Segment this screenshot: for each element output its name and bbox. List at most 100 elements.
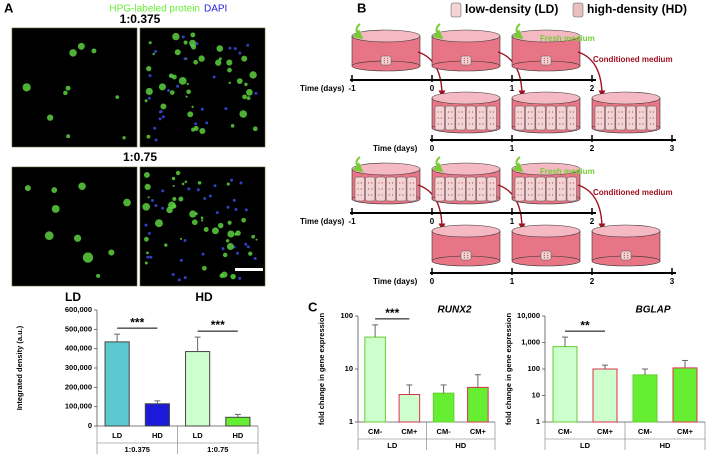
- dot: [538, 117, 540, 119]
- dot: [520, 194, 522, 196]
- cell-icon: [540, 55, 552, 66]
- dot: [569, 188, 571, 190]
- dot: [357, 194, 359, 196]
- dot: [437, 111, 439, 113]
- cell: [145, 87, 153, 95]
- y-axis-label: fold change in gene expression: [504, 313, 513, 426]
- cell: [51, 187, 58, 193]
- cell: [200, 216, 204, 220]
- cell: [46, 114, 54, 121]
- group-label: LD: [580, 441, 591, 450]
- dot: [360, 182, 362, 184]
- fresh-arrow: [352, 156, 364, 173]
- legend-text: high-density (HD): [587, 2, 687, 16]
- dot: [492, 123, 494, 125]
- cell: [144, 236, 149, 242]
- dot: [492, 194, 494, 196]
- dot: [479, 111, 481, 113]
- dot: [652, 117, 654, 119]
- dot: [458, 117, 460, 119]
- y-tick-label: 1,000: [521, 337, 540, 346]
- dot: [623, 252, 625, 254]
- bar: [104, 341, 130, 427]
- group-label: LD: [387, 441, 398, 450]
- cell: [222, 252, 228, 258]
- dot: [447, 188, 450, 190]
- fresh-medium: Fresh medium: [540, 167, 595, 176]
- cell: [193, 59, 198, 65]
- y-tick-label: 300,000: [65, 363, 92, 372]
- scale-bar: [235, 268, 263, 271]
- cell: [152, 52, 155, 56]
- cell: [198, 55, 205, 62]
- dot: [527, 194, 530, 196]
- y-tick-label: 10: [345, 364, 353, 373]
- cell: [241, 55, 248, 62]
- cell: [226, 242, 234, 250]
- cell-icon: [460, 250, 472, 261]
- cell-icon: [434, 176, 445, 202]
- timeline-label: Time (days): [300, 217, 345, 226]
- dot: [447, 111, 450, 113]
- cell: [246, 88, 253, 96]
- legend-blue: DAPI: [204, 4, 227, 15]
- significance: **: [580, 318, 590, 332]
- dish-top: [511, 162, 581, 176]
- cell: [78, 182, 86, 190]
- dot: [600, 123, 602, 125]
- dish-top: [511, 224, 581, 238]
- cell-icon: [556, 176, 567, 202]
- timeline-tick-label: -1: [348, 217, 356, 226]
- dot: [551, 111, 554, 113]
- x-tick-label: HD: [152, 431, 163, 440]
- panel-label: B: [357, 0, 366, 15]
- nucleus: [234, 208, 238, 212]
- timeline-label: Time (days): [373, 144, 418, 153]
- nucleus: [208, 194, 212, 198]
- nucleus: [221, 247, 225, 251]
- dot: [492, 188, 494, 190]
- cell: [186, 82, 189, 86]
- dot: [437, 117, 439, 119]
- cell: [251, 234, 256, 239]
- cell: [142, 202, 151, 211]
- cell: [187, 111, 194, 118]
- dot: [642, 117, 644, 119]
- dot: [538, 188, 540, 190]
- dot: [467, 252, 469, 254]
- cell: [146, 251, 149, 255]
- nucleus: [154, 204, 158, 208]
- dish-top: [351, 162, 421, 176]
- dot: [541, 182, 543, 184]
- x-tick-label: CM+: [470, 427, 487, 436]
- dot: [440, 182, 442, 184]
- dot: [479, 123, 481, 125]
- y-axis-label: Integrated density (a.u.): [15, 325, 24, 410]
- dot: [548, 123, 550, 125]
- dot: [388, 188, 390, 190]
- chart-title: BGLAP: [636, 305, 671, 316]
- dot: [621, 123, 623, 125]
- dot: [440, 194, 442, 196]
- dot: [463, 254, 465, 257]
- dot: [437, 182, 439, 184]
- nucleus: [238, 276, 242, 280]
- dot: [489, 194, 491, 196]
- timeline-label: Time (days): [300, 84, 345, 93]
- dot: [631, 123, 634, 125]
- nucleus: [161, 115, 165, 119]
- significance: ***: [130, 315, 144, 329]
- dot: [520, 188, 522, 190]
- cell: [227, 220, 232, 225]
- dot: [489, 182, 491, 184]
- nucleus: [254, 91, 258, 95]
- dot: [437, 194, 439, 196]
- cell-icon: [625, 105, 636, 131]
- dot: [381, 188, 383, 190]
- dot: [471, 194, 474, 196]
- dot: [468, 182, 470, 184]
- nucleus: [228, 46, 232, 50]
- dot: [447, 117, 450, 119]
- cell-icon: [525, 176, 536, 202]
- cell: [172, 32, 180, 41]
